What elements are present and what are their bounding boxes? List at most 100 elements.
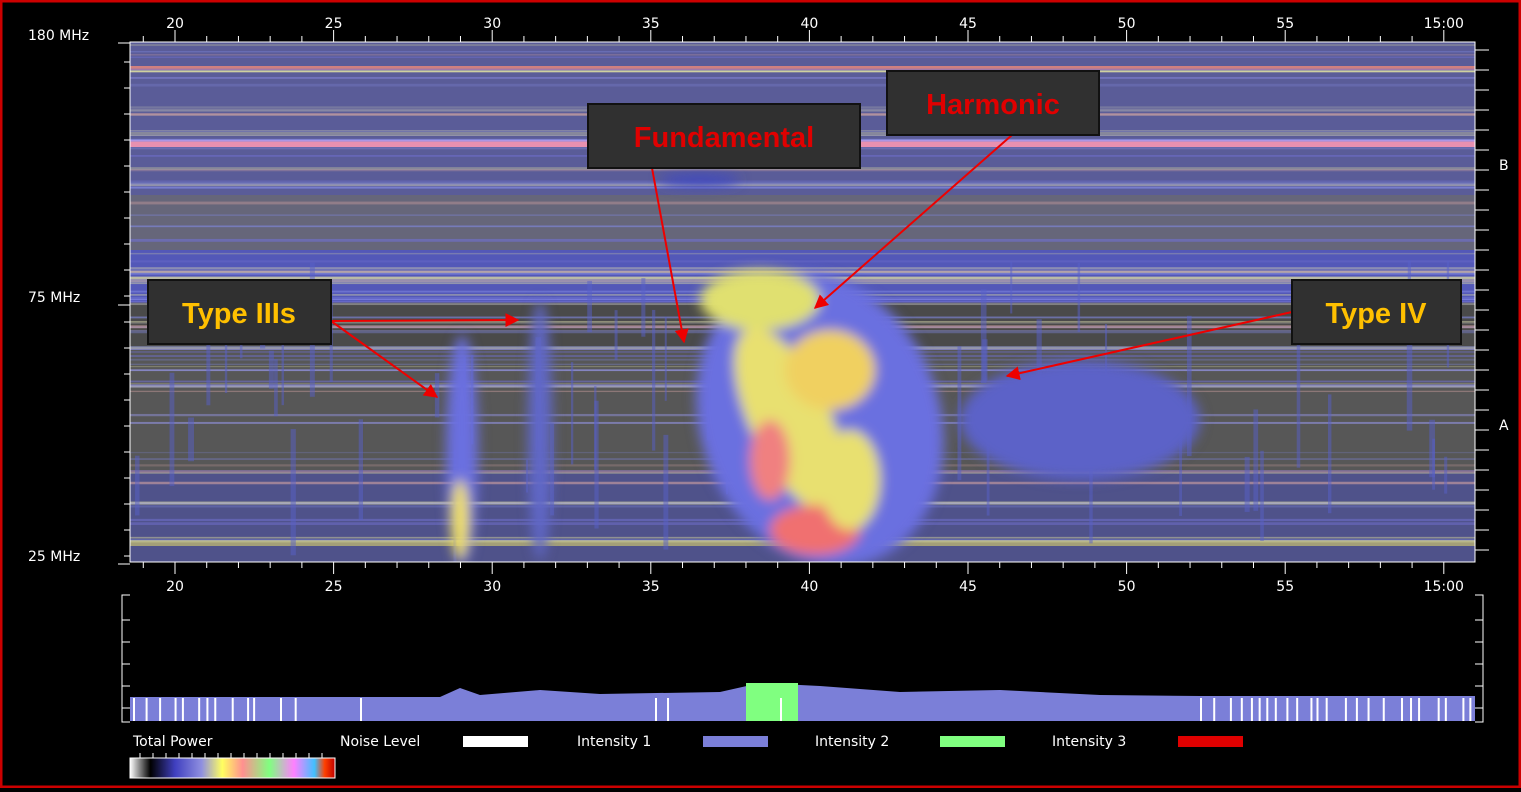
x-tick-label: 40 (800, 579, 818, 595)
noise-gap (1266, 698, 1268, 721)
noise-streak (1245, 457, 1250, 512)
noise-gap (1401, 698, 1403, 721)
noise-streak (291, 429, 296, 555)
y-side-label: A (1499, 418, 1509, 434)
noise-streak (1260, 451, 1264, 541)
x-tick-label: 20 (166, 16, 184, 32)
noise-gap (1275, 698, 1277, 721)
noise-gap (360, 698, 362, 721)
noise-gap (198, 698, 200, 721)
noise-gap (1200, 698, 1202, 721)
noise-gap (1356, 698, 1358, 721)
noise-gap (1230, 698, 1232, 721)
noise-gap (1410, 698, 1412, 721)
x-tick-label: 55 (1276, 579, 1294, 595)
noise-gap (1296, 698, 1298, 721)
x-tick-label: 35 (642, 16, 660, 32)
noise-streak (981, 289, 987, 383)
noise-line (130, 202, 1475, 205)
noise-streak (1253, 409, 1258, 510)
legend-swatch (940, 736, 1005, 747)
noise-gap (1316, 698, 1318, 721)
x-tick-label: 15:00 (1424, 579, 1464, 595)
noise-line (130, 182, 1475, 185)
noise-streak (1432, 439, 1435, 490)
noise-streak (1297, 343, 1301, 468)
x-tick-label: 15:00 (1424, 16, 1464, 32)
x-tick-label: 40 (800, 16, 818, 32)
x-tick-label: 30 (483, 579, 501, 595)
noise-streak (526, 460, 528, 493)
noise-gap (1241, 698, 1243, 721)
noise-streak (641, 278, 645, 337)
x-tick-label: 50 (1118, 579, 1136, 595)
y-tick-label: 25 MHz (28, 549, 80, 565)
spectrogram-page: 202530354045505515:00202530354045505515:… (0, 0, 1521, 788)
noise-gap (780, 698, 782, 721)
noise-streak (957, 346, 961, 480)
x-tick-label: 25 (325, 579, 343, 595)
noise-line (130, 44, 1475, 46)
noise-line (130, 239, 1475, 242)
noise-streak (1010, 262, 1012, 314)
legend-label: Intensity 3 (1052, 734, 1126, 750)
noise-streak (1328, 394, 1331, 513)
noise-gap (232, 698, 234, 721)
y-side-label: B (1499, 158, 1509, 174)
annotation-label: Fundamental (634, 122, 814, 154)
legend-swatch (1178, 736, 1243, 747)
noise-gap (175, 698, 177, 721)
noise-gap (1469, 698, 1471, 721)
x-tick-label: 45 (959, 16, 977, 32)
noise-gap (214, 698, 216, 721)
legend-swatch (703, 736, 768, 747)
noise-line (130, 215, 1475, 216)
x-tick-label: 25 (325, 16, 343, 32)
noise-streak (587, 281, 592, 332)
noise-gap (667, 698, 669, 721)
noise-streak (663, 435, 668, 550)
legend-label: Noise Level (340, 734, 420, 750)
legend-label: Intensity 2 (815, 734, 889, 750)
x-tick-label: 50 (1118, 16, 1136, 32)
noise-streak (1444, 457, 1447, 494)
noise-gap (1310, 698, 1312, 721)
noise-gap (146, 698, 148, 721)
noise-gap (655, 698, 657, 721)
noise-gap (295, 698, 297, 721)
noise-line (130, 70, 1475, 72)
noise-streak (615, 310, 618, 360)
noise-gap (253, 698, 255, 721)
noise-streak (665, 317, 667, 401)
noise-line (130, 54, 1475, 56)
noise-line (130, 260, 1475, 262)
noise-line (130, 57, 1475, 58)
noise-streak (170, 373, 175, 486)
noise-gap (1286, 698, 1288, 721)
noise-gap (1251, 698, 1253, 721)
noise-streak (652, 310, 655, 451)
noise-streak (135, 456, 139, 516)
noise-streak (594, 401, 598, 529)
legend-label: Intensity 1 (577, 734, 651, 750)
x-tick-label: 45 (959, 579, 977, 595)
noise-gap (1326, 698, 1328, 721)
arrow (331, 320, 518, 321)
y-tick-label: 75 MHz (28, 290, 80, 306)
annotation-label: Type IV (1326, 298, 1428, 330)
x-tick-label: 20 (166, 579, 184, 595)
legend-title: Total Power (132, 734, 213, 750)
noise-gap (182, 698, 184, 721)
noise-line (130, 84, 1475, 87)
noise-gap (1368, 698, 1370, 721)
y-tick-label: 180 MHz (28, 28, 89, 44)
noise-gap (1462, 698, 1464, 721)
noise-line (130, 77, 1475, 79)
noise-line (130, 180, 1475, 181)
noise-gap (206, 698, 208, 721)
noise-line (130, 225, 1475, 227)
noise-gap (1383, 698, 1385, 721)
power-intensity-2 (746, 683, 798, 721)
noise-gap (1345, 698, 1347, 721)
noise-gap (133, 698, 135, 721)
